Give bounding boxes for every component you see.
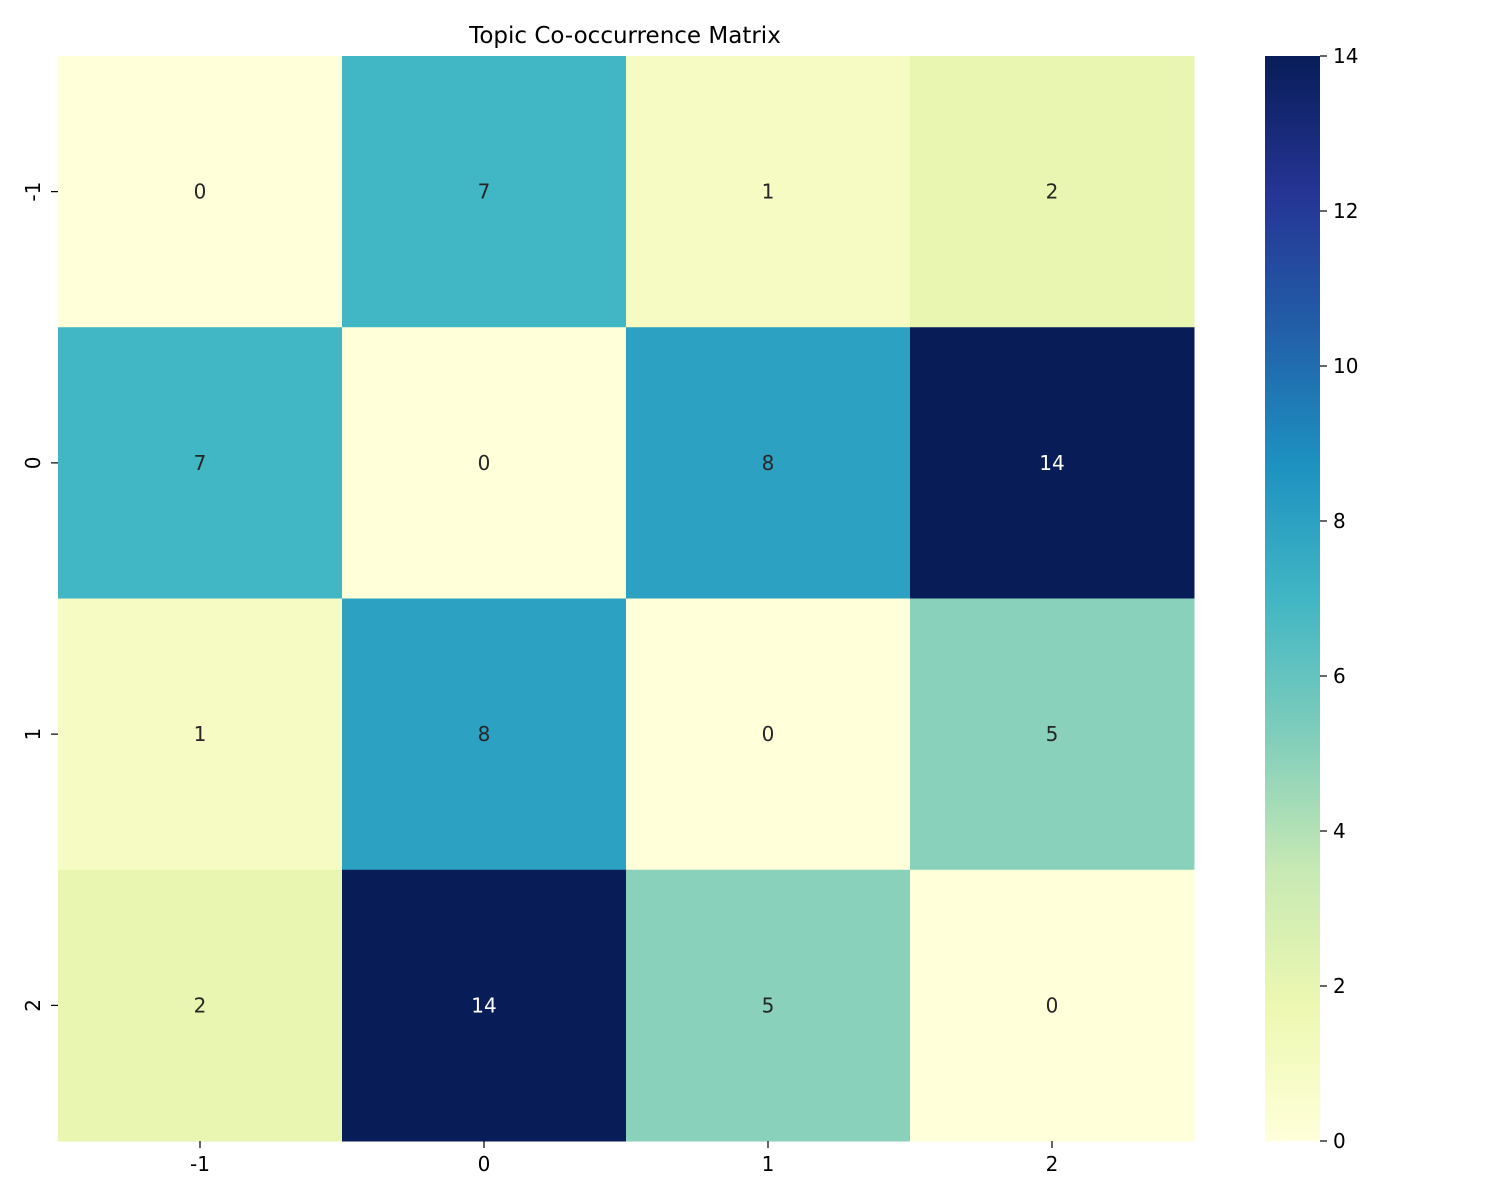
cell-value-label: 8 <box>478 722 491 746</box>
y-tick-label: 2 <box>21 999 45 1012</box>
y-axis: -1 0 1 2 <box>21 182 58 1012</box>
cell-value-label: 8 <box>762 451 775 475</box>
colorbar-gradient <box>1265 56 1320 1141</box>
colorbar-tick-label: 6 <box>1333 664 1346 688</box>
heatmap-cell <box>910 598 1195 871</box>
x-axis: -1 0 1 2 <box>190 1141 1058 1176</box>
cell-value-label: 0 <box>194 180 207 204</box>
cell-value-label: 14 <box>471 993 496 1017</box>
cell-value-label: 7 <box>478 180 491 204</box>
cell-value-label: 14 <box>1039 451 1064 475</box>
y-tick-label: -1 <box>21 182 45 202</box>
colorbar: 0 2 4 6 8 10 12 14 <box>1265 44 1358 1153</box>
x-tick-label: 2 <box>1046 1152 1059 1176</box>
heatmap-cell <box>626 327 911 599</box>
x-tick-label: 0 <box>478 1152 491 1176</box>
cell-value-label: 5 <box>1046 722 1059 746</box>
colorbar-tick-label: 4 <box>1333 819 1346 843</box>
heatmap-cell <box>58 869 343 1142</box>
cell-value-label: 7 <box>194 451 207 475</box>
colorbar-tick-label: 14 <box>1333 44 1358 68</box>
chart-title: Topic Co-occurrence Matrix <box>468 23 781 49</box>
heatmap-cell <box>910 56 1195 328</box>
cell-value-label: 2 <box>194 993 207 1017</box>
heatmap-cell <box>626 56 911 328</box>
heatmap-cell <box>58 327 343 599</box>
heatmap-cell <box>342 327 627 599</box>
colorbar-tick-label: 10 <box>1333 354 1358 378</box>
heatmap-cell <box>910 869 1195 1142</box>
cell-value-label: 1 <box>762 180 775 204</box>
cell-value-label: 5 <box>762 993 775 1017</box>
heatmap-cell <box>58 598 343 871</box>
x-tick-label: 1 <box>762 1152 775 1176</box>
cell-value-label: 0 <box>762 722 775 746</box>
colorbar-tick-label: 12 <box>1333 199 1358 223</box>
colorbar-tick-label: 2 <box>1333 974 1346 998</box>
colorbar-tick-label: 8 <box>1333 509 1346 533</box>
cell-value-label: 0 <box>1046 993 1059 1017</box>
heatmap-cell <box>342 598 627 871</box>
heatmap-cell-labels: 0 7 1 2 7 0 8 14 1 8 0 5 2 14 5 0 <box>194 180 1065 1018</box>
cell-value-label: 0 <box>478 451 491 475</box>
y-tick-label: 0 <box>21 457 45 470</box>
cell-value-label: 2 <box>1046 180 1059 204</box>
y-tick-label: 1 <box>21 728 45 741</box>
heatmap-cell <box>58 56 343 328</box>
heatmap-cell <box>910 327 1195 599</box>
heatmap-cells <box>58 56 1195 1142</box>
colorbar-tick-label: 0 <box>1333 1129 1346 1153</box>
x-tick-label: -1 <box>190 1152 210 1176</box>
heatmap-cell <box>626 869 911 1142</box>
heatmap-cell <box>342 869 627 1142</box>
heatmap-cell <box>342 56 627 328</box>
cell-value-label: 1 <box>194 722 207 746</box>
heatmap-cell <box>626 598 911 871</box>
